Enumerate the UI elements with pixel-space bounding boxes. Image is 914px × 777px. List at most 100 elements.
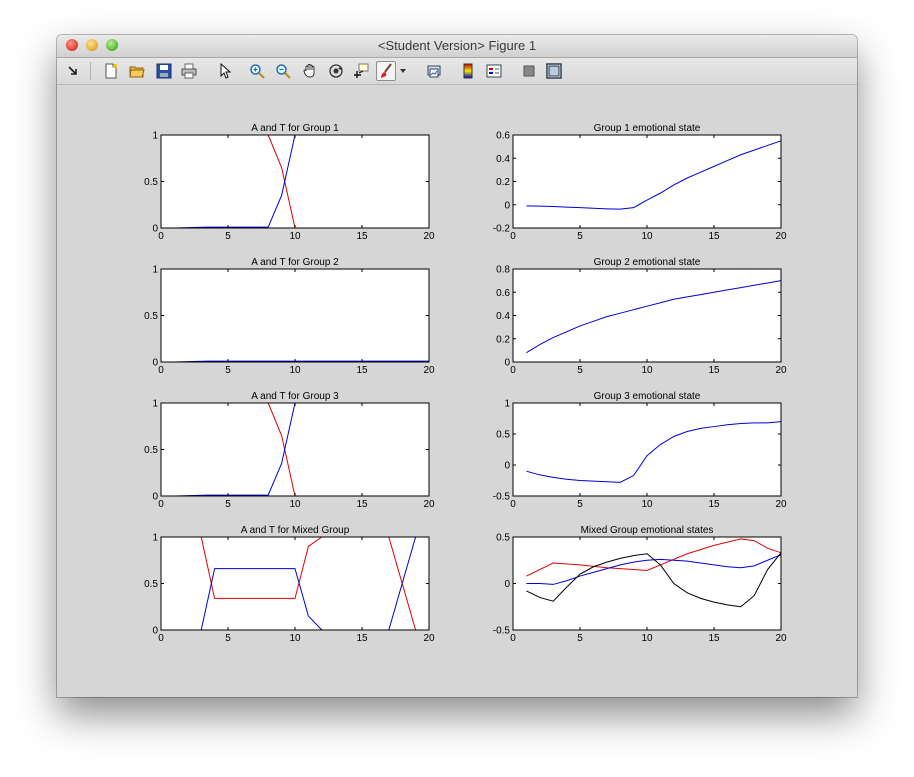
x-tick-label: 5 [225,633,231,644]
figure-toolbar [57,58,857,85]
dock-arrow-icon[interactable] [63,61,83,81]
new-figure-icon[interactable] [101,61,121,81]
x-tick-label: 5 [577,633,583,644]
zoom-out-icon[interactable] [273,61,293,81]
subplot-1: 0 5 10 15 20 0 0.5 1 A and T for Group 1 [144,123,435,242]
y-tick-label: 0 [504,200,510,211]
y-tick-label: 0 [504,358,510,369]
x-tick-label: 5 [225,231,231,242]
y-tick-label: 0.6 [496,131,510,142]
brush-dropdown-icon[interactable] [398,61,408,81]
x-tick-label: 15 [356,231,368,242]
zoom-in-icon[interactable] [247,61,267,81]
x-tick-label: 20 [423,231,435,242]
x-tick-label: 20 [775,633,787,644]
y-tick-label: 0.6 [496,288,510,299]
axes-background [161,269,429,362]
axes-background [513,403,781,496]
x-tick-label: 10 [641,633,653,644]
figure-canvas[interactable]: 0 5 10 15 20 0 0.5 1 A and T for Group 1 0 5 10 15 20… [57,85,857,697]
x-tick-label: 15 [356,633,368,644]
y-tick-label: 0 [152,358,158,369]
x-tick-label: 0 [510,365,516,376]
insert-colorbar-icon[interactable] [458,61,478,81]
title-bar[interactable]: <Student Version> Figure 1 [57,35,857,58]
y-tick-label: 0.4 [496,154,510,165]
x-tick-label: 15 [708,231,720,242]
x-tick-label: 5 [577,499,583,510]
y-tick-label: 0.5 [144,445,158,456]
y-tick-label: 0.5 [496,533,510,544]
zoom-window-button[interactable] [106,39,118,51]
y-tick-label: 1 [504,399,510,410]
y-tick-label: 0 [504,461,510,472]
y-tick-label: 0.4 [496,311,510,322]
x-tick-label: 0 [158,365,164,376]
close-window-button[interactable] [66,39,78,51]
series-line-red [174,536,429,631]
show-plot-tools-icon[interactable] [544,61,564,81]
axes-background [513,269,781,362]
toolbar-separator [90,62,91,80]
x-tick-label: 10 [289,231,301,242]
x-tick-label: 20 [775,231,787,242]
subplot-7: 0 5 10 15 20 0 0.5 1 A and T for Mixed Group [144,525,435,644]
insert-legend-icon[interactable] [484,61,504,81]
link-plot-icon[interactable] [424,61,444,81]
figure-window: <Student Version> Figure 1 [57,35,857,697]
x-tick-label: 10 [641,231,653,242]
x-tick-label: 0 [158,231,164,242]
series-line-blue [174,536,429,631]
axes-background [513,537,781,630]
brush-icon[interactable] [376,61,396,81]
x-tick-label: 15 [708,365,720,376]
x-tick-label: 15 [356,499,368,510]
y-tick-label: 1 [152,131,158,142]
x-tick-label: 20 [423,365,435,376]
subplot-4: 0 5 10 15 20 0 0.2 0.4 0.6 0.8 Group 2 emotional s… [496,257,787,376]
edit-plot-arrow-icon[interactable] [215,61,235,81]
data-cursor-icon[interactable] [351,61,371,81]
subplot-title: A and T for Group 3 [251,391,339,402]
pan-hand-icon[interactable] [300,61,320,81]
y-tick-label: 0.5 [144,177,158,188]
y-tick-label: 0 [152,492,158,503]
x-tick-label: 15 [708,633,720,644]
y-tick-label: 0.2 [496,177,510,188]
x-tick-label: 0 [510,633,516,644]
axes-background [161,403,429,496]
rotate-3d-icon[interactable] [326,61,346,81]
x-tick-label: 10 [289,499,301,510]
y-tick-label: 0 [504,579,510,590]
print-icon[interactable] [179,61,199,81]
y-tick-label: 0.5 [496,430,510,441]
x-tick-label: 20 [775,499,787,510]
minimize-window-button[interactable] [86,39,98,51]
y-tick-label: -0.2 [493,224,511,235]
hide-plot-tools-icon[interactable] [519,61,539,81]
series-line-blue [526,280,782,354]
series-line-blue [526,140,782,210]
subplot-title: Group 3 emotional state [594,391,701,402]
y-tick-label: 0.5 [144,311,158,322]
x-tick-label: 10 [289,365,301,376]
subplot-title: Mixed Group emotional states [581,525,714,536]
x-tick-label: 0 [510,231,516,242]
y-tick-label: 1 [152,399,158,410]
x-tick-label: 20 [775,365,787,376]
y-tick-label: -0.5 [493,492,511,503]
x-tick-label: 10 [641,365,653,376]
save-icon[interactable] [154,61,174,81]
window-title: <Student Version> Figure 1 [377,38,537,53]
series-line-black [526,552,782,608]
open-file-icon[interactable] [127,61,147,81]
subplot-title: Group 2 emotional state [594,257,701,268]
y-tick-label: 0.5 [144,579,158,590]
axes-background [513,135,781,228]
subplot-title: A and T for Group 2 [251,257,339,268]
x-tick-label: 0 [158,499,164,510]
y-tick-label: 0.8 [496,265,510,276]
